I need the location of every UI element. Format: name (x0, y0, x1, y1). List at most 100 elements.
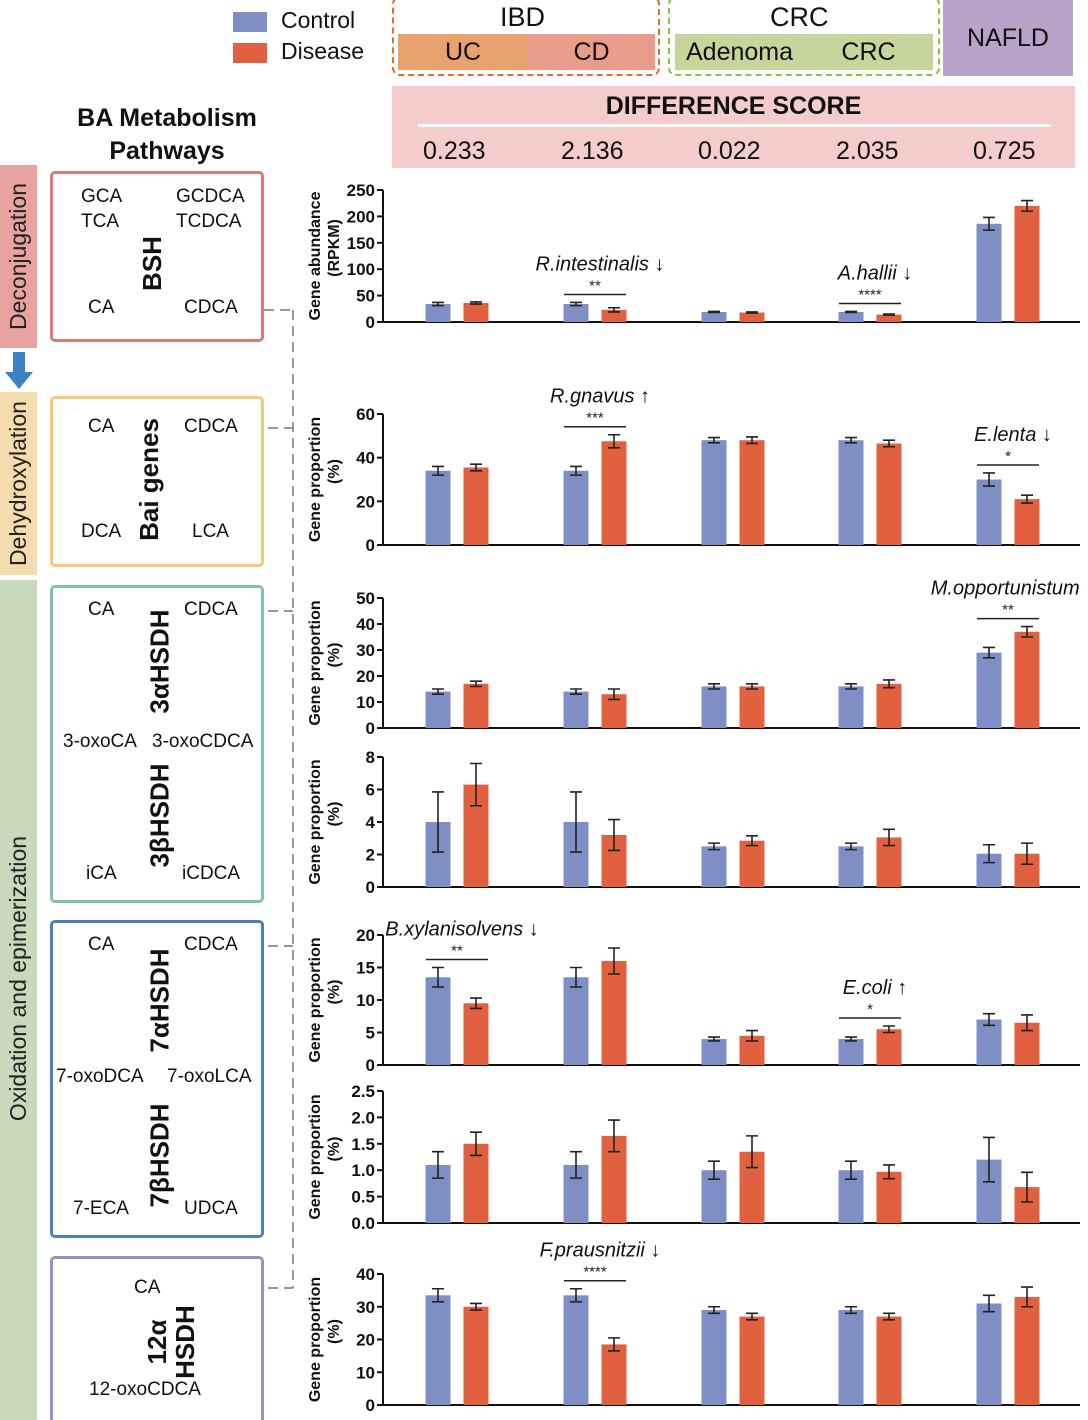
ibd-group (392, 0, 660, 76)
taxon-annotation: A.hallii ↓ (837, 262, 912, 284)
crc-sub-cell: CRC (804, 34, 933, 70)
ibd-label: IBD (500, 2, 546, 32)
y-tick-label: 8 (366, 748, 375, 767)
difference-score-crc: 2.035 (836, 137, 899, 165)
metabolite-ca: CA (88, 416, 115, 437)
error-bar (470, 301, 482, 305)
bar-control (701, 440, 727, 545)
error-bar (470, 1302, 482, 1311)
bar-control (425, 691, 451, 728)
cd-label: CD (573, 37, 610, 66)
y-tick-label: 100 (347, 260, 375, 279)
metabolite-7-oxodca: 7-oxoDCA (56, 1066, 144, 1087)
error-bar (1021, 1286, 1033, 1308)
adenoma-label: Adenoma (685, 37, 794, 66)
bar-disease (876, 683, 902, 728)
y-tick-label: 30 (356, 641, 375, 660)
chart-panel-3: 0 10 20 30 40 50 Gene proportion (%) ** M.opportu… (307, 578, 1088, 738)
difference-score-nafld: 0.725 (973, 137, 1036, 165)
y-axis-unit: (RPKM) (326, 219, 343, 277)
bar-control (563, 691, 589, 728)
y-tick-label: 0.0 (351, 1214, 375, 1233)
error-bar (983, 1294, 995, 1313)
error-bar (432, 791, 444, 853)
taxon-annotation: E.coli ↑ (843, 977, 907, 999)
y-axis-label: Gene proportion (307, 1277, 324, 1402)
y-axis-label: Gene proportion (307, 759, 324, 884)
error-bar (470, 1131, 482, 1157)
metabolite-3-oxoca: 3-oxoCA (63, 731, 137, 752)
difference-score-title: DIFFERENCE SCORE (605, 92, 862, 120)
bar-control (701, 846, 727, 887)
error-bar (983, 472, 995, 487)
bar-control (838, 1039, 864, 1065)
metabolite-ca: CA (88, 934, 115, 955)
y-tick-label: 40 (356, 449, 375, 468)
bar-disease (739, 440, 765, 545)
error-bar (845, 842, 857, 851)
pathways-title: BA Metabolism Pathways (77, 104, 257, 165)
crc-sub-label: CRC (841, 37, 896, 66)
error-bar (432, 966, 444, 988)
bar-disease (739, 1316, 765, 1405)
significance-stars: ** (1002, 602, 1014, 619)
error-bar (746, 311, 758, 314)
legend-label-control: Control (281, 7, 356, 33)
bar-disease (739, 686, 765, 728)
taxon-annotation: R.intestinalis ↓ (536, 253, 665, 275)
error-bar (708, 310, 720, 314)
bar-disease (601, 309, 627, 322)
bar-disease (739, 840, 765, 887)
y-axis-unit: (%) (326, 980, 343, 1005)
bar-control (976, 652, 1002, 728)
error-bar (608, 818, 620, 852)
error-bar (570, 966, 582, 988)
error-bar (570, 688, 582, 695)
error-bar (570, 791, 582, 853)
metabolite-cdca: CDCA (184, 416, 238, 437)
error-bar (608, 947, 620, 975)
chart-panel-4: 0 2 4 6 8 Gene proportion (%) (307, 748, 1080, 897)
bar-control (976, 1019, 1002, 1065)
bar-control (425, 977, 451, 1065)
y-tick-label: 20 (356, 1331, 375, 1350)
metabolite-cdca: CDCA (184, 934, 238, 955)
crc-label: CRC (770, 2, 829, 32)
y-tick-label: 5 (366, 1024, 375, 1043)
bar-control (838, 846, 864, 887)
y-tick-label: 0 (366, 878, 375, 897)
error-bar (983, 843, 995, 864)
error-bar (432, 465, 444, 476)
taxon-annotation: M.opportunistum ↑ (931, 578, 1088, 600)
y-tick-label: 2 (366, 846, 375, 865)
y-axis-label: Gene proportion (307, 937, 324, 1062)
uc-label: UC (444, 37, 482, 66)
error-bar (570, 1150, 582, 1179)
taxon-annotation: B.xylanisolvens ↓ (385, 919, 538, 941)
error-bar (470, 997, 482, 1010)
bar-control (563, 470, 589, 545)
chart-panel-6: 0.0 0.5 1.0 1.5 2.0 2.5 Gene proportion (%) (307, 1082, 1080, 1233)
error-bar (883, 313, 895, 316)
error-bar (432, 1150, 444, 1179)
bar-disease (1014, 1296, 1040, 1405)
bar-control (838, 311, 864, 322)
bar-control (838, 1310, 864, 1405)
bar-disease (601, 441, 627, 545)
bar-disease (876, 1029, 902, 1065)
metabolite-cdca: CDCA (184, 297, 238, 318)
y-tick-label: 200 (347, 207, 375, 226)
error-bar (708, 1036, 720, 1042)
y-tick-label: 0 (366, 1396, 375, 1415)
y-tick-label: 10 (356, 991, 375, 1010)
bar-control (701, 1310, 727, 1405)
error-bar (470, 680, 482, 688)
bar-control (838, 686, 864, 728)
bar-control (701, 311, 727, 322)
y-tick-label: 0 (366, 719, 375, 738)
error-bar (470, 463, 482, 472)
taxon-annotation: R.gnavus ↑ (550, 386, 650, 408)
metabolite-ca: CA (88, 599, 115, 620)
metabolite-7-eca: 7-ECA (73, 1198, 129, 1219)
